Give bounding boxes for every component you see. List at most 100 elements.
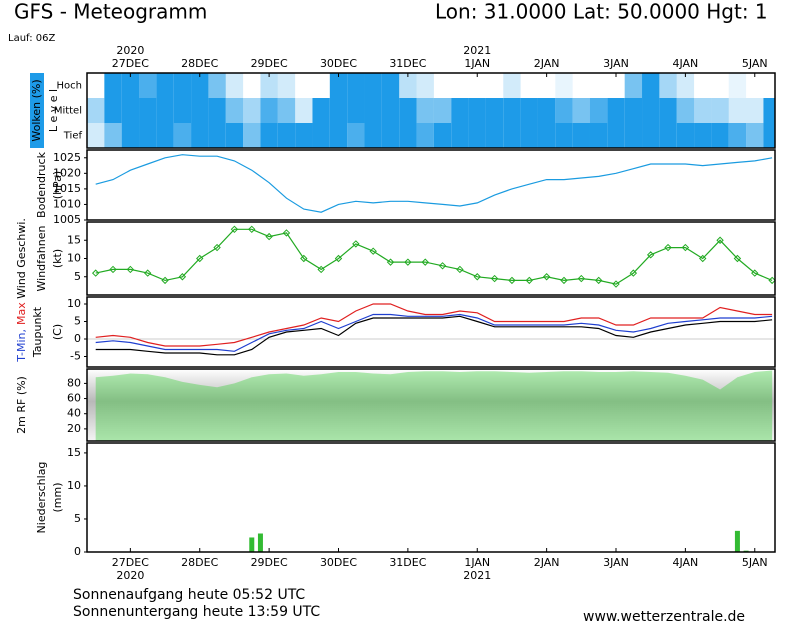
site: www.wetterzentrale.de — [583, 609, 745, 625]
panel-frame — [86, 442, 776, 553]
y-tick-label: 5 — [74, 270, 81, 283]
cloud-cell — [295, 73, 312, 98]
y-axis-label: Wind Geschwi. — [15, 218, 28, 299]
cloud-cell — [763, 123, 775, 148]
marker — [178, 273, 187, 281]
cloud-cell — [399, 123, 417, 148]
cloud-cell — [156, 123, 174, 148]
marker — [594, 276, 603, 285]
y-axis-label: Wolken (%) — [30, 79, 43, 141]
x-tick-label: 31DEC — [389, 57, 426, 70]
cloud-cell — [295, 123, 313, 148]
background — [87, 369, 775, 441]
cloud-cell — [434, 73, 451, 98]
cloud-cell — [416, 73, 434, 98]
y-tick-label: 60 — [67, 392, 81, 405]
bar — [257, 533, 263, 552]
cloud-cell — [156, 98, 174, 123]
cloud-cell — [347, 123, 365, 148]
y-tick-label: 40 — [67, 407, 81, 420]
y-axis-label: Taupunkt — [31, 306, 44, 358]
cloud-cell — [208, 73, 226, 98]
x-tick-label: 5JAN — [742, 556, 768, 569]
cloud-cell — [728, 98, 747, 123]
marker — [369, 247, 377, 255]
cloud-cell — [139, 73, 157, 98]
marker — [664, 243, 672, 252]
area — [95, 370, 773, 441]
cloud-cell — [746, 98, 764, 123]
cloud-cell — [347, 98, 365, 123]
cloud-cell — [676, 98, 695, 123]
cloud-cell — [364, 123, 382, 148]
cloud-cell — [329, 98, 348, 123]
y-tick-label: 80 — [67, 376, 81, 389]
cloud-cell — [208, 98, 226, 123]
x-tick-label: 1JAN — [464, 57, 490, 70]
cloud-cell — [503, 73, 521, 98]
cloud-cell — [191, 123, 209, 148]
marker — [317, 265, 325, 274]
cloud-cell — [104, 98, 122, 123]
cloud-cell — [277, 123, 296, 148]
y-tick-label: 1010 — [53, 197, 81, 210]
cloud-cell — [555, 123, 573, 148]
cloud-cell — [746, 123, 764, 148]
cloud-cell — [381, 123, 400, 148]
cloud-cell — [711, 123, 729, 148]
x-tick-label: 30DEC — [320, 556, 357, 569]
cloud-cell — [642, 123, 660, 148]
y-tick-label: 15 — [67, 446, 81, 459]
cloud-cell — [121, 123, 140, 148]
cloud-cell — [485, 123, 504, 148]
cloud-cell — [225, 98, 244, 123]
y-axis-label: (mm) — [51, 482, 64, 512]
cloud-cell — [173, 98, 192, 123]
y-tick-label: 5 — [74, 512, 81, 525]
cloud-cell — [451, 123, 469, 148]
cloud-cell — [173, 73, 192, 98]
cloud-cell — [173, 123, 192, 148]
x-tick-label: 29DEC — [251, 57, 288, 70]
location: Lon: 31.0000 Lat: 50.0000 Hgt: 1 — [435, 0, 768, 24]
cloud-cell — [763, 98, 775, 123]
y-tick-label: 20 — [67, 422, 81, 435]
cloud-cell — [659, 73, 677, 98]
cloud-cell — [121, 73, 140, 98]
y-tick-label: 1005 — [53, 213, 81, 226]
cloud-cell — [329, 73, 348, 98]
cloud-cell — [572, 123, 590, 148]
cloud-cell — [503, 98, 521, 123]
year-label: 2020 — [116, 44, 144, 57]
x-tick-label: 27DEC — [112, 57, 149, 70]
x-tick-label: 1JAN — [464, 556, 490, 569]
panel-frame — [86, 72, 776, 149]
marker — [386, 258, 395, 266]
series-line — [95, 313, 773, 352]
cloud-cell — [503, 123, 521, 148]
x-tick-label: 2JAN — [534, 57, 560, 70]
cloud-cell — [399, 73, 417, 98]
marker — [681, 243, 690, 252]
cloud-cell — [451, 98, 469, 123]
cloud-cell — [624, 73, 643, 98]
cloud-cell — [433, 123, 452, 148]
cloud-cell — [624, 123, 643, 148]
cloud-cell — [573, 73, 590, 98]
marker — [143, 269, 152, 277]
cloud-cell — [590, 73, 607, 98]
marker — [334, 254, 343, 263]
cloud-cell — [416, 98, 434, 123]
y-tick-label: 1015 — [53, 182, 81, 195]
cloud-cell — [537, 123, 556, 148]
marker — [542, 273, 551, 281]
cloud-cell — [87, 73, 104, 98]
cloud-cell — [121, 98, 140, 123]
run: Lauf: 06Z — [8, 33, 55, 44]
cloud-cell — [260, 123, 278, 148]
marker — [751, 269, 759, 277]
cloud-cell — [711, 73, 728, 98]
cloud-cell — [676, 73, 695, 98]
cloud-cell — [433, 98, 452, 123]
x-tick-label: 29DEC — [251, 556, 288, 569]
